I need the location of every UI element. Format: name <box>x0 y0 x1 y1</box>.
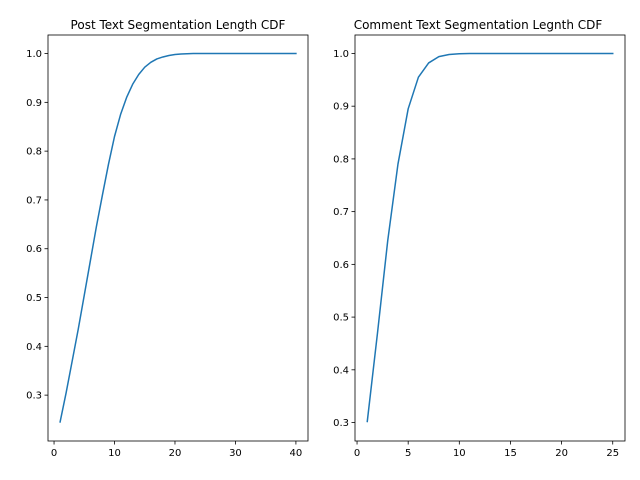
post-cdf-axes-frame <box>47 34 309 442</box>
post-cdf-y-tick-label: 0.8 <box>26 147 42 158</box>
comment-cdf-y-tick-label: 0.7 <box>333 207 349 218</box>
post-cdf-x-tick-label: 0 <box>51 448 57 459</box>
post-cdf-y-tick-label: 0.4 <box>26 342 42 353</box>
comment-cdf-y-tick-label: 0.3 <box>333 418 349 429</box>
comment-cdf-x-tick-label: 15 <box>504 448 517 459</box>
post-cdf-y-tick-label: 0.5 <box>26 293 42 304</box>
comment-cdf-y-tick-label: 0.4 <box>333 365 349 376</box>
comment-cdf-y-tick-label: 0.8 <box>333 154 349 165</box>
comment-cdf-y-tick-label: 0.9 <box>333 102 349 113</box>
comment-cdf-axes-frame <box>354 34 626 442</box>
post-cdf-y-tick-label: 1.0 <box>26 49 42 60</box>
comment-cdf-x-tick-label: 5 <box>405 448 411 459</box>
post-cdf-x-tick-label: 40 <box>290 448 303 459</box>
post-cdf-series-line <box>59 52 297 423</box>
comment-cdf-series-line <box>366 52 614 423</box>
comment-cdf-y-tick-label: 1.0 <box>333 49 349 60</box>
post-cdf-y-tick-label: 0.6 <box>26 244 42 255</box>
comment-cdf-title: Comment Text Segmentation Legnth CDF <box>354 18 603 32</box>
post-cdf-x-tick-label: 20 <box>169 448 182 459</box>
comment-cdf-y-tick-label: 0.5 <box>333 313 349 324</box>
comment-cdf-y-tick-label: 0.6 <box>333 260 349 271</box>
comment-cdf-x-tick-label: 25 <box>606 448 619 459</box>
comment-cdf-x-tick-label: 10 <box>453 448 466 459</box>
comment-cdf-x-tick-label: 20 <box>555 448 568 459</box>
post-cdf-y-tick-label: 0.3 <box>26 391 42 402</box>
post-cdf-x-tick-label: 30 <box>229 448 242 459</box>
post-cdf-title: Post Text Segmentation Length CDF <box>71 18 286 32</box>
comment-cdf-panel: 0 5 10 15 20 25 0.3 0.4 0.5 0.6 0.7 0.8 0.9 1.0 Commen… <box>333 18 626 459</box>
post-cdf-panel: 0 10 20 30 40 0.3 0.4 0.5 0.6 0.7 0.8 0.9 1.0 Post Te… <box>26 18 309 459</box>
comment-cdf-x-tick-label: 0 <box>354 448 360 459</box>
post-cdf-x-tick-label: 10 <box>108 448 121 459</box>
post-cdf-y-tick-label: 0.7 <box>26 195 42 206</box>
post-cdf-y-tick-label: 0.9 <box>26 98 42 109</box>
